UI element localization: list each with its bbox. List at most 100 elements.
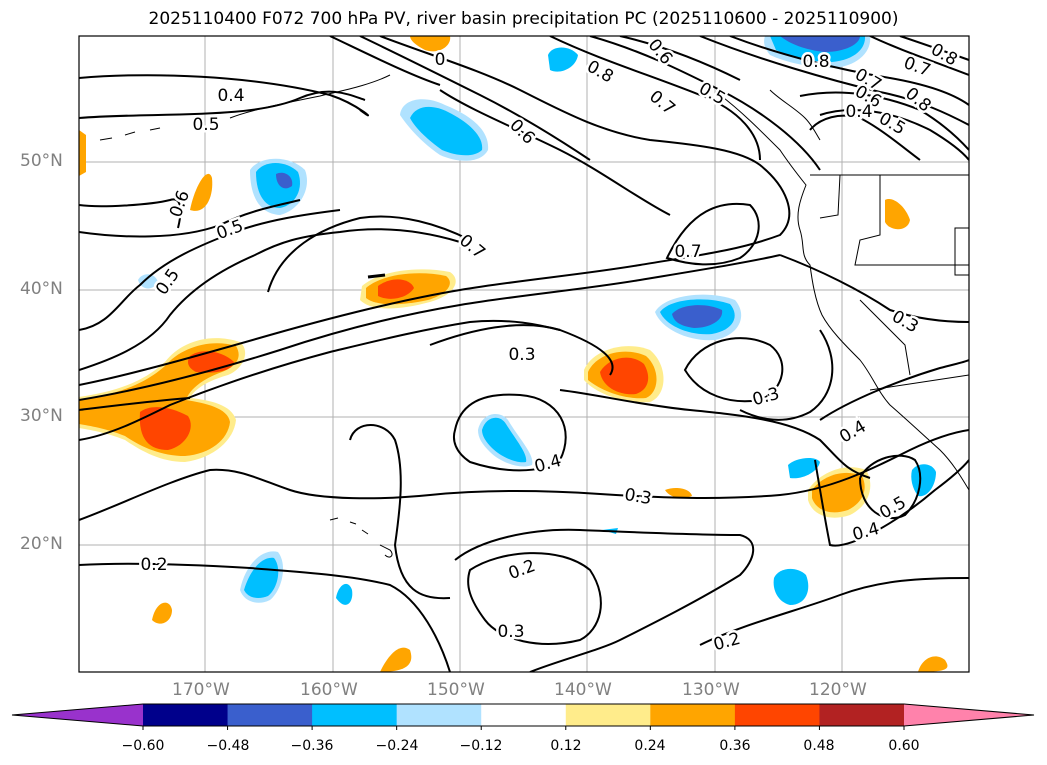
colorbar-segment (819, 704, 905, 726)
island-small (367, 273, 386, 279)
contour-03-south (79, 429, 969, 521)
anomaly-positive-small-4 (885, 199, 910, 230)
coastlines (99, 74, 969, 558)
contour-label: 0.7 (674, 242, 701, 262)
contour-03-ne (779, 254, 969, 323)
contour-07-top (899, 36, 969, 61)
colorbar-segment (650, 704, 736, 726)
anomaly-positive-small-5 (918, 656, 948, 672)
anomaly-negative-16n (773, 568, 809, 605)
canada-coast (769, 89, 821, 141)
aleutian-islands (99, 127, 161, 141)
contour-035-e (739, 329, 834, 421)
anomaly-positive-small-6 (665, 488, 692, 498)
anomaly-negative-50n (256, 163, 300, 208)
anomaly-negative-38n-core (672, 305, 723, 328)
contour-05-mid (79, 209, 341, 331)
contour-label: 0.4 (845, 102, 872, 122)
hawaii-islands (329, 517, 393, 558)
anomaly-positive-small-2 (152, 602, 172, 624)
anomaly-negative-small-3 (911, 464, 936, 497)
contour-04-central (559, 389, 871, 479)
contour-06-main (79, 254, 781, 401)
contour-07-west (267, 215, 471, 293)
contour-06-ne (799, 91, 969, 151)
state-borders-4 (954, 227, 969, 276)
anomaly-negative-north (410, 106, 483, 156)
contour-02-center (454, 528, 755, 672)
contour-02-south (79, 562, 451, 672)
lon-label-130w: 130°W (682, 680, 740, 700)
contour-04-closed (452, 393, 567, 472)
lat-label-30n: 30°N (20, 406, 63, 426)
anomaly-negative-small-2 (788, 458, 820, 479)
colorbar-segment (143, 704, 229, 726)
colorbar-tick: −0.36 (290, 738, 334, 754)
colorbar-segment (734, 704, 820, 726)
lon-label-170w: 170°W (172, 680, 230, 700)
contour-04-ne (809, 114, 921, 161)
contour-03-central (429, 324, 614, 376)
contour-07-main (79, 36, 791, 386)
anomaly-negative-small-1 (336, 583, 353, 605)
lon-label-120w: 120°W (809, 680, 867, 700)
contour-06-mid (79, 228, 461, 371)
contour-03-closed (683, 337, 784, 403)
contour-08-north (549, 36, 761, 161)
anomaly-positive-top (410, 36, 451, 52)
anomaly-negative-small-4 (548, 47, 578, 72)
contour-label: 0.2 (140, 555, 167, 575)
map-frame (78, 35, 970, 673)
north-america-coast (719, 94, 969, 491)
contour-03-e (819, 359, 969, 421)
lon-label-140w: 140°W (554, 680, 612, 700)
contour-05-se (859, 454, 922, 520)
contour-label: 0.8 (802, 52, 829, 72)
gridlines (79, 36, 969, 672)
contour-08-west (79, 397, 191, 411)
colorbar-tick: 0.12 (550, 738, 582, 754)
colorbar-tick: 0.48 (803, 738, 835, 754)
lon-label-160w: 160°W (300, 680, 358, 700)
colorbar-tick: 0.36 (719, 738, 751, 754)
map-title: 2025110400 F072 700 hPa PV, river basin … (148, 9, 899, 29)
contour-05-main (79, 319, 561, 441)
contour-07-closed (665, 202, 760, 266)
contour-06-west (79, 198, 182, 229)
contour-06-north (619, 36, 741, 81)
aleutian-coast (229, 74, 391, 119)
anomaly-positive-small-3 (380, 647, 412, 672)
contour-03-closed-south (467, 552, 602, 645)
contour-label: 0.3 (497, 622, 524, 642)
contour-label: 0.3 (508, 345, 535, 365)
lat-label-50n: 50°N (20, 151, 63, 171)
anomaly-positive-west-core (139, 407, 191, 450)
contour-05-north2 (329, 36, 441, 86)
colorbar-extension-low (12, 704, 143, 726)
anomaly-negative-top-core (780, 36, 860, 52)
pv-contours (79, 36, 969, 672)
colorbar-segment (565, 704, 651, 726)
contour-label: 0.5 (192, 115, 219, 135)
contour-04-se (814, 459, 969, 547)
colorbar-segment (312, 704, 398, 726)
contour-05-west (79, 199, 301, 238)
contour-03-sw (349, 424, 451, 600)
colorbar-tick: 0.60 (888, 738, 920, 754)
anomaly-negative-small-5 (138, 274, 158, 289)
colorbar-tick: −0.48 (206, 738, 250, 754)
colorbar-tick: −0.24 (375, 738, 419, 754)
contour-label: 0 (435, 50, 446, 70)
lat-label-20n: 20°N (20, 534, 63, 554)
state-borders-1 (854, 175, 969, 266)
contour-07-ne (729, 36, 969, 106)
contour-06-center (439, 89, 671, 216)
anomaly-positive-25n-mid (812, 472, 865, 513)
lat-label-40n: 40°N (20, 279, 63, 299)
anomaly-positive-small-1 (190, 173, 213, 211)
colorbar-tick: −0.60 (121, 738, 165, 754)
colorbar-tick: −0.12 (459, 738, 503, 754)
contour-04-north (79, 74, 370, 117)
colorbar-extension-high (904, 704, 1034, 726)
